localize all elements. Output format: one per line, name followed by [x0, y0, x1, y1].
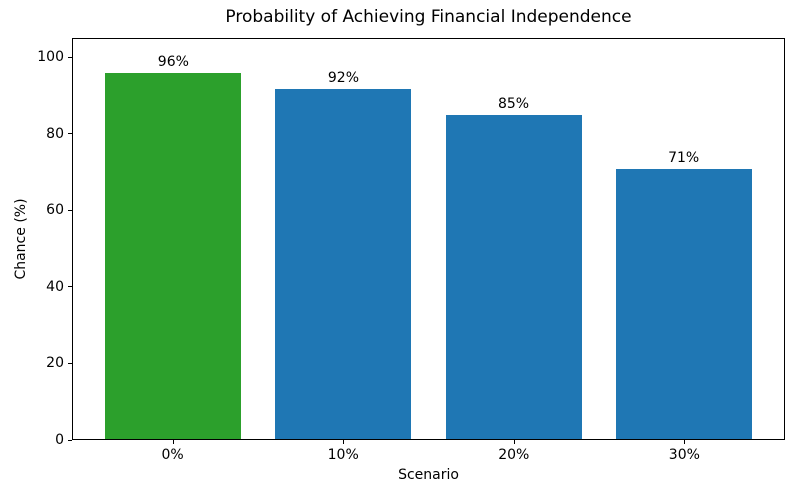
- y-tick-label: 80: [46, 125, 64, 142]
- x-tick-label: 20%: [498, 447, 530, 463]
- y-tick-label: 40: [46, 278, 64, 295]
- y-tick-label: 100: [37, 49, 64, 66]
- x-tick-mark: [684, 440, 686, 444]
- bar-value-label: 92%: [327, 69, 359, 86]
- x-tick-mark: [513, 440, 515, 444]
- y-tick-label: 0: [55, 432, 64, 448]
- y-tick-mark: [68, 286, 72, 288]
- bar: [275, 88, 412, 439]
- y-tick-mark: [68, 362, 72, 364]
- plot-area: 96% 92% 85% 71%: [72, 38, 785, 440]
- bar-value-label: 85%: [497, 96, 530, 113]
- y-tick-mark: [68, 133, 72, 135]
- bar-value-label: 96%: [157, 54, 189, 71]
- y-tick-mark: [68, 209, 72, 211]
- x-tick-label: 0%: [161, 447, 184, 463]
- bar-value-label: 71%: [668, 149, 700, 166]
- x-axis-ticks: 0% 10% 20% 30%: [72, 440, 785, 470]
- x-axis-label: Scenario: [398, 467, 459, 483]
- chart-title: Probability of Achieving Financial Indep…: [225, 7, 632, 27]
- bar: [615, 168, 752, 439]
- y-tick-label: 20: [46, 355, 64, 372]
- bar: [445, 115, 582, 439]
- y-tick-label: 60: [46, 202, 64, 219]
- y-axis-ticks: 0 20 40 60 80 100: [0, 38, 64, 448]
- x-tick-mark: [172, 440, 174, 444]
- x-tick-mark: [343, 440, 345, 444]
- x-tick-label: 10%: [327, 447, 359, 463]
- y-tick-mark: [68, 56, 72, 58]
- bar: [105, 73, 242, 439]
- x-tick-label: 30%: [668, 447, 700, 463]
- y-tick-mark: [68, 439, 72, 441]
